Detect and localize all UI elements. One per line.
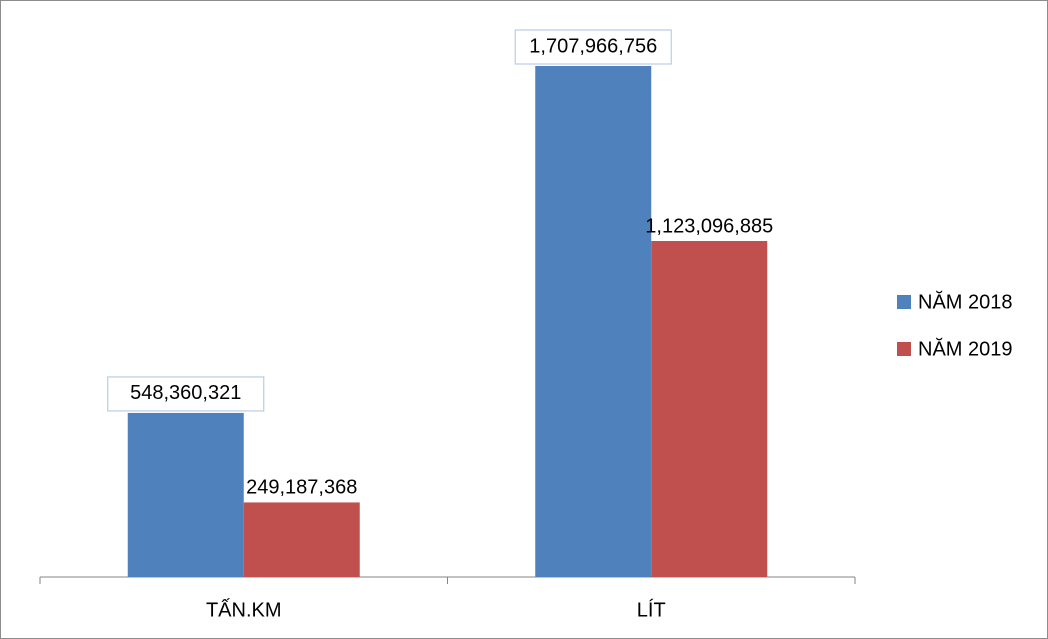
legend-label: NĂM 2019: [918, 337, 1013, 360]
bar-nam-2018: [535, 66, 652, 577]
bar-nam-2018: [127, 412, 244, 577]
legend-swatch: [897, 295, 911, 309]
data-label: 548,360,321: [130, 382, 241, 404]
data-label-box: [107, 376, 265, 412]
legend-swatch: [897, 342, 911, 356]
bar-nam-2019: [243, 502, 360, 577]
x-tick-label: TẤN.KM: [206, 598, 282, 621]
data-label: 1,707,966,756: [529, 35, 657, 57]
data-label-box: [514, 29, 672, 65]
legend-label: NĂM 2018: [918, 290, 1013, 313]
bar-nam-2019: [651, 240, 768, 577]
data-label: 249,187,368: [246, 477, 357, 499]
x-tick-label: LÍT: [637, 598, 666, 621]
data-label: 1,123,096,885: [645, 215, 773, 237]
